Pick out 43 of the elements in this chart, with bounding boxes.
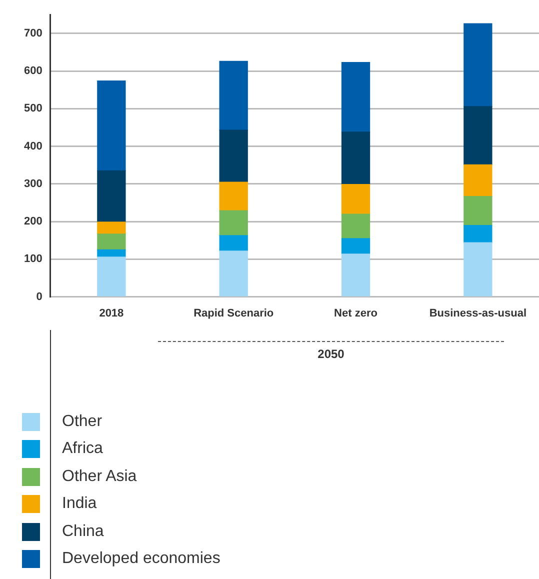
bar [97, 170, 126, 222]
bar [219, 210, 248, 236]
y-tick-label: 600 [24, 65, 42, 78]
bar [464, 164, 492, 197]
y-tick-label: 100 [24, 253, 42, 266]
legend-label: China [62, 522, 104, 541]
x-tick-label: Rapid Scenario [194, 307, 274, 320]
legend-label: Africa [62, 440, 103, 458]
bar [464, 106, 492, 166]
y-tick-label: 300 [24, 178, 42, 190]
legend-label: Other [62, 412, 102, 431]
bar [97, 249, 126, 258]
x-tick-label: Business-as-usual [429, 307, 527, 320]
legend-label: Developed economies [62, 550, 220, 568]
bar [97, 256, 126, 296]
bar [464, 224, 492, 243]
bar [341, 254, 370, 296]
bar [464, 196, 492, 226]
legend-label: Other Asia [62, 468, 137, 486]
y-tick-label: 0 [36, 290, 42, 303]
bar [341, 238, 370, 254]
x-tick-label: 2018 [99, 307, 124, 320]
y-tick-label: 700 [24, 27, 42, 40]
bar [219, 182, 248, 211]
y-tick-label: 500 [24, 102, 42, 115]
legend-label: India [62, 495, 97, 514]
text: 2050 [316, 347, 346, 361]
bar [97, 222, 126, 234]
bar [341, 184, 370, 214]
bar [341, 132, 370, 185]
bar [219, 250, 248, 296]
bar [97, 80, 126, 172]
bar [464, 242, 492, 296]
y-tick-label: 400 [24, 140, 42, 152]
bar [219, 130, 248, 182]
x-tick-label: Net zero [334, 307, 378, 320]
y-tick-label: 200 [24, 216, 42, 228]
bar [97, 234, 126, 250]
bar [219, 235, 248, 252]
bar [464, 23, 492, 107]
bar [341, 62, 370, 132]
bar [219, 60, 248, 130]
bar [341, 214, 370, 239]
